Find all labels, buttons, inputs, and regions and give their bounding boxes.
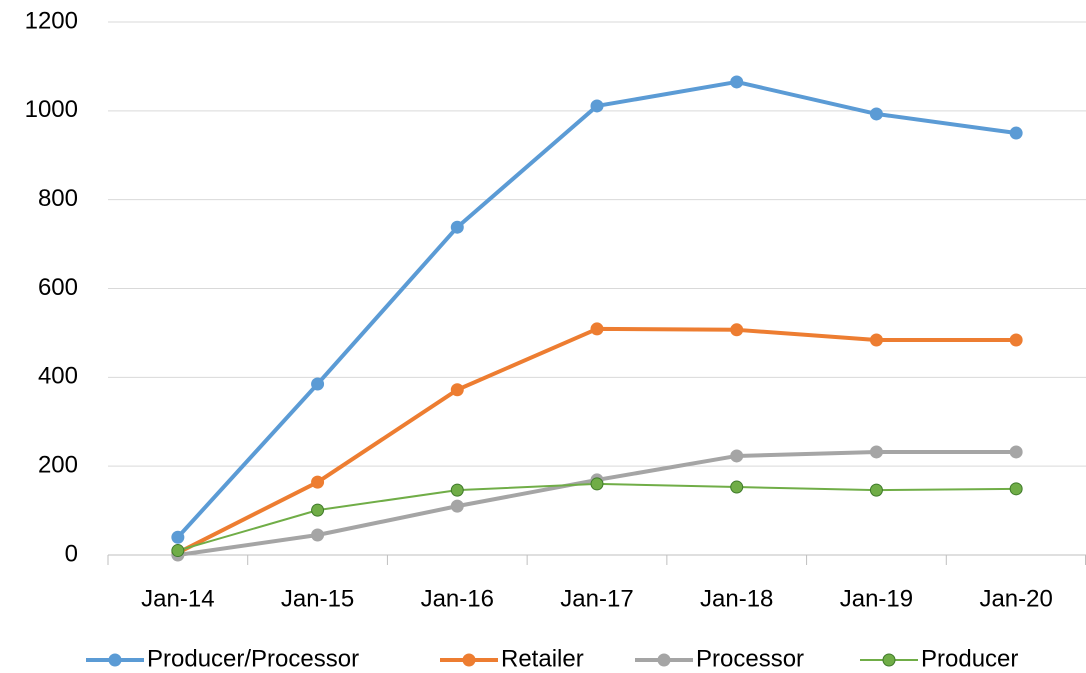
y-tick-label: 600 [38,274,78,301]
series-line [177,482,1017,552]
marker [730,75,744,89]
marker [1009,445,1023,459]
marker [869,333,883,347]
legend-label: Producer/Processor [147,645,359,672]
legend-marker [882,653,896,667]
marker [311,377,325,391]
marker [311,503,325,517]
x-tick-label: Jan-16 [421,585,494,612]
legend-label: Retailer [501,645,584,672]
series-line [176,326,1017,555]
marker [1009,333,1023,347]
series-line [176,79,1017,539]
marker [590,99,604,113]
marker [450,483,464,497]
legend-label: Processor [696,645,804,672]
marker [869,107,883,121]
marker [450,499,464,513]
marker [1009,126,1023,140]
marker [869,445,883,459]
marker [590,477,604,491]
y-tick-label: 1200 [25,7,78,34]
marker [311,528,325,542]
marker [171,544,185,558]
marker [311,475,325,489]
x-tick-label: Jan-15 [281,585,354,612]
marker [730,480,744,494]
y-tick-label: 400 [38,363,78,390]
marker [450,383,464,397]
marker [869,483,883,497]
x-tick-label: Jan-19 [840,585,913,612]
x-tick-label: Jan-20 [979,585,1052,612]
legend-marker [657,653,671,667]
legend-label: Producer [921,645,1018,672]
y-tick-label: 0 [65,540,78,567]
y-tick-label: 1000 [25,96,78,123]
series-line [177,449,1017,557]
marker [730,323,744,337]
legend-marker [108,653,122,667]
marker [450,220,464,234]
marker [730,449,744,463]
x-tick-label: Jan-17 [560,585,633,612]
x-tick-label: Jan-14 [141,585,214,612]
y-tick-label: 200 [38,452,78,479]
marker [590,322,604,336]
marker [1009,482,1023,496]
legend-marker [462,653,476,667]
x-tick-label: Jan-18 [700,585,773,612]
y-tick-label: 800 [38,185,78,212]
marker [171,530,185,544]
